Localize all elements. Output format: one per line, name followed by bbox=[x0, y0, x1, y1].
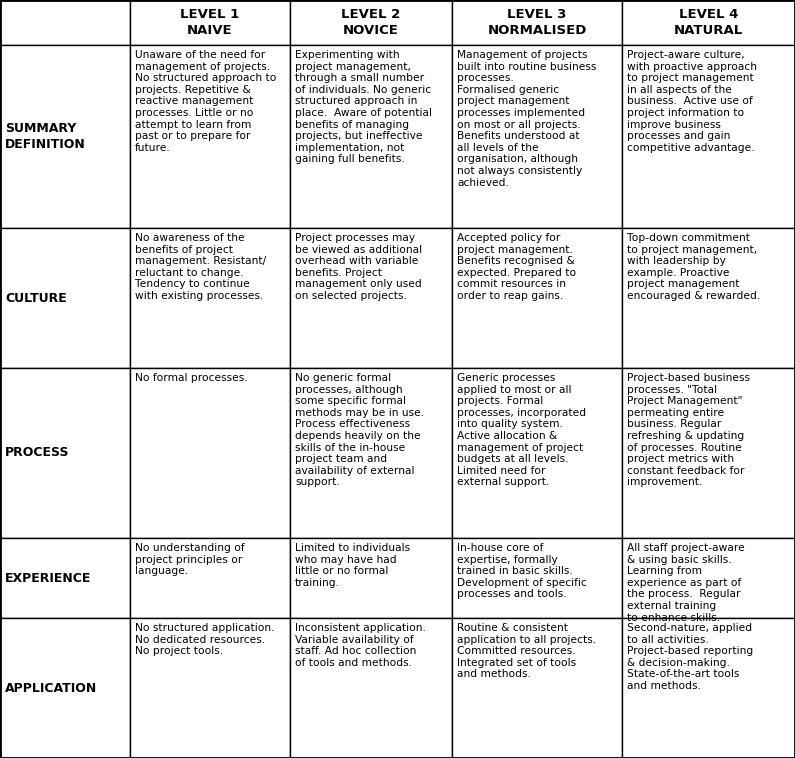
Text: No structured application.
No dedicated resources.
No project tools.: No structured application. No dedicated … bbox=[135, 623, 274, 656]
Bar bbox=[452, 45, 622, 228]
Bar bbox=[0, 45, 130, 228]
Bar bbox=[0, 228, 130, 368]
Bar bbox=[130, 228, 290, 368]
Text: LEVEL 1
NAIVE: LEVEL 1 NAIVE bbox=[180, 8, 239, 36]
Text: Inconsistent application.
Variable availability of
staff. Ad hoc collection
of t: Inconsistent application. Variable avail… bbox=[295, 623, 426, 668]
Text: LEVEL 3
NORMALISED: LEVEL 3 NORMALISED bbox=[487, 8, 587, 36]
Bar bbox=[130, 45, 290, 228]
Bar bbox=[452, 0, 622, 45]
Text: EXPERIENCE: EXPERIENCE bbox=[5, 572, 91, 584]
Bar bbox=[290, 538, 452, 618]
Bar bbox=[452, 368, 622, 538]
Bar bbox=[290, 368, 452, 538]
Text: Unaware of the need for
management of projects.
No structured approach to
projec: Unaware of the need for management of pr… bbox=[135, 50, 277, 153]
Text: Limited to individuals
who may have had
little or no formal
training.: Limited to individuals who may have had … bbox=[295, 543, 410, 587]
Bar bbox=[0, 0, 130, 45]
Text: Project-aware culture,
with proactive approach
to project management
in all aspe: Project-aware culture, with proactive ap… bbox=[627, 50, 757, 153]
Text: No formal processes.: No formal processes. bbox=[135, 373, 247, 383]
Bar bbox=[622, 228, 795, 368]
Text: Accepted policy for
project management.
Benefits recognised &
expected. Prepared: Accepted policy for project management. … bbox=[457, 233, 576, 301]
Bar bbox=[622, 618, 795, 758]
Bar bbox=[290, 0, 452, 45]
Text: SUMMARY
DEFINITION: SUMMARY DEFINITION bbox=[5, 123, 86, 151]
Bar bbox=[452, 538, 622, 618]
Text: Routine & consistent
application to all projects.
Committed resources.
Integrate: Routine & consistent application to all … bbox=[457, 623, 596, 679]
Bar bbox=[290, 45, 452, 228]
Bar bbox=[290, 228, 452, 368]
Text: No understanding of
project principles or
language.: No understanding of project principles o… bbox=[135, 543, 245, 576]
Bar bbox=[130, 538, 290, 618]
Text: No generic formal
processes, although
some specific formal
methods may be in use: No generic formal processes, although so… bbox=[295, 373, 424, 487]
Text: LEVEL 4
NATURAL: LEVEL 4 NATURAL bbox=[674, 8, 743, 36]
Text: Generic processes
applied to most or all
projects. Formal
processes, incorporate: Generic processes applied to most or all… bbox=[457, 373, 586, 487]
Text: Management of projects
built into routine business
processes.
Formalised generic: Management of projects built into routin… bbox=[457, 50, 596, 187]
Text: Experimenting with
project management,
through a small number
of individuals. No: Experimenting with project management, t… bbox=[295, 50, 432, 164]
Bar bbox=[452, 228, 622, 368]
Text: In-house core of
expertise, formally
trained in basic skills.
Development of spe: In-house core of expertise, formally tra… bbox=[457, 543, 587, 600]
Bar bbox=[622, 0, 795, 45]
Text: No awareness of the
benefits of project
management. Resistant/
reluctant to chan: No awareness of the benefits of project … bbox=[135, 233, 266, 301]
Bar bbox=[622, 45, 795, 228]
Bar bbox=[0, 368, 130, 538]
Text: All staff project-aware
& using basic skills.
Learning from
experience as part o: All staff project-aware & using basic sk… bbox=[627, 543, 745, 622]
Text: Second-nature, applied
to all activities.
Project-based reporting
& decision-mak: Second-nature, applied to all activities… bbox=[627, 623, 753, 691]
Text: LEVEL 2
NOVICE: LEVEL 2 NOVICE bbox=[341, 8, 401, 36]
Bar bbox=[130, 618, 290, 758]
Text: CULTURE: CULTURE bbox=[5, 292, 67, 305]
Text: PROCESS: PROCESS bbox=[5, 446, 69, 459]
Bar bbox=[290, 618, 452, 758]
Bar bbox=[130, 0, 290, 45]
Text: Top-down commitment
to project management,
with leadership by
example. Proactive: Top-down commitment to project managemen… bbox=[627, 233, 760, 301]
Bar bbox=[622, 368, 795, 538]
Text: APPLICATION: APPLICATION bbox=[5, 681, 97, 694]
Text: Project processes may
be viewed as additional
overhead with variable
benefits. P: Project processes may be viewed as addit… bbox=[295, 233, 422, 301]
Bar bbox=[130, 368, 290, 538]
Bar bbox=[0, 618, 130, 758]
Bar bbox=[622, 538, 795, 618]
Text: Project-based business
processes. "Total
Project Management"
permeating entire
b: Project-based business processes. "Total… bbox=[627, 373, 750, 487]
Bar bbox=[452, 618, 622, 758]
Bar bbox=[0, 538, 130, 618]
